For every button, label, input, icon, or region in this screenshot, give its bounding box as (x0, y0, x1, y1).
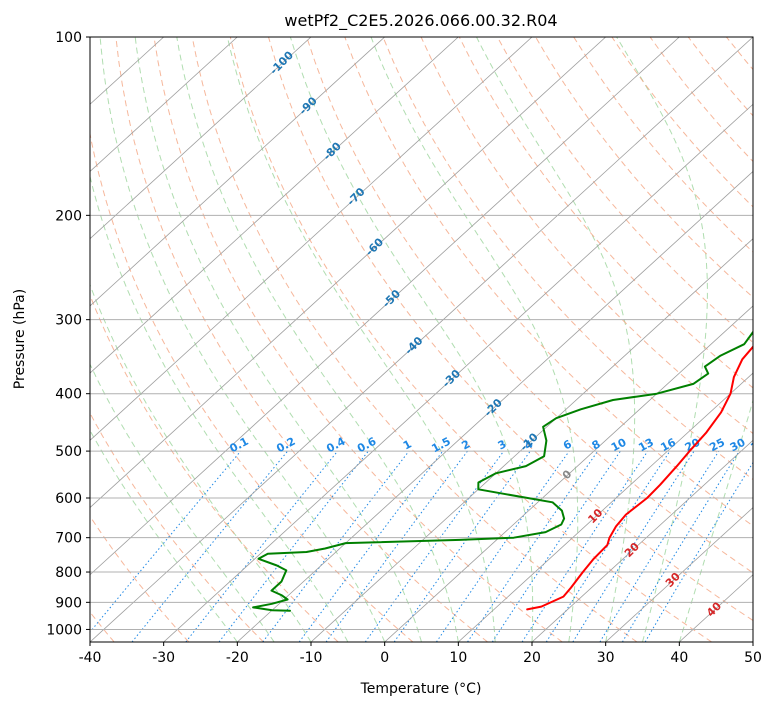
mixing-ratio-line (262, 450, 410, 642)
mixing-ratio-label: 30 (728, 436, 748, 455)
y-tick-label: 100 (55, 30, 82, 46)
isotherm (90, 37, 312, 240)
isotherm (384, 305, 753, 642)
x-tick-label: -10 (300, 650, 323, 666)
mixing-ratio-line (325, 450, 468, 642)
isotherm (605, 507, 753, 642)
mixing-ratio-line (491, 450, 621, 642)
isotherm (90, 37, 459, 374)
dry-adiabat (90, 131, 414, 642)
moist-adiabat (226, 37, 496, 642)
mixing-ratio-line (572, 450, 695, 642)
mixing-ratio-line (435, 450, 570, 642)
dry-adiabat (535, 37, 753, 298)
x-tick-label: 10 (449, 650, 467, 666)
x-tick-label: 0 (380, 650, 389, 666)
y-tick-label: 1000 (46, 622, 82, 638)
mixing-ratio-line (90, 450, 242, 633)
x-tick-label: -20 (226, 650, 249, 666)
moist-adiabat (616, 37, 708, 642)
isotherm (237, 170, 753, 642)
dry-adiabat (496, 37, 753, 344)
dry-adiabat (268, 37, 753, 622)
isotherm (90, 37, 533, 441)
moist-adiabat (370, 37, 579, 642)
x-tick-label: -40 (79, 650, 102, 666)
isotherm (90, 37, 606, 509)
mixing-ratio-line (298, 450, 444, 642)
dry-adiabat (90, 515, 190, 642)
mixing-ratio-line (545, 450, 671, 642)
dry-adiabat (382, 37, 753, 481)
mixing-ratio-label: 13 (636, 436, 656, 455)
mixing-ratio-label: 25 (707, 436, 727, 455)
chart-title: wetPf2_C2E5.2026.066.00.32.R04 (284, 11, 557, 31)
dry-adiabat (229, 37, 712, 642)
x-axis: -40 -30 -20 -10 0 10 20 30 40 50 (79, 642, 762, 666)
y-tick-label: 800 (55, 565, 82, 581)
moist-adiabat (289, 37, 534, 642)
mixing-ratio-line (131, 450, 288, 642)
dry-adiabat (90, 412, 264, 642)
isotherm (163, 103, 753, 642)
plot-area: 0.10.20.40.611.52346810131620253036-100-… (90, 37, 769, 642)
y-tick-label: 300 (55, 313, 82, 329)
x-tick-label: -30 (152, 650, 175, 666)
dry-adiabat (191, 37, 638, 642)
moist-adiabat (90, 429, 238, 642)
x-tick-label: 40 (670, 650, 688, 666)
mixing-ratio-label: 16 (658, 436, 678, 455)
y-tick-label: 700 (55, 531, 82, 547)
isotherm (90, 37, 238, 172)
dewpoint-profile-line (252, 330, 753, 612)
y-tick-label: 500 (55, 444, 82, 460)
moist-adiabat (99, 37, 386, 642)
isotherm (531, 439, 753, 642)
mixing-ratio-line (621, 450, 740, 642)
moist-adiabat (134, 37, 422, 642)
moist-adiabat (90, 363, 275, 642)
x-axis-title: Temperature (°C) (360, 681, 482, 697)
isotherm (458, 372, 753, 642)
y-tick-label: 600 (55, 491, 82, 507)
moist-adiabat (476, 37, 636, 642)
x-tick-label: 50 (744, 650, 762, 666)
mixing-ratio-line (185, 450, 338, 642)
y-tick-label: 400 (55, 387, 82, 403)
plot-frame (89, 36, 754, 643)
temperature-profile-line (526, 345, 753, 611)
isotherms (90, 37, 753, 642)
mixing-ratio-line (467, 450, 599, 642)
isotherm (90, 37, 385, 307)
mixing-ratio-label: 36 (749, 436, 769, 455)
isotherm (90, 37, 753, 642)
y-tick-label: 900 (55, 595, 82, 611)
moist-adiabat (678, 398, 753, 642)
dry-adiabat (115, 37, 488, 642)
dry-adiabat (306, 37, 753, 574)
y-axis: 100 200 300 400 500 600 700 800 900 1000 (46, 30, 90, 638)
y-axis-title: Pressure (hPa) (12, 289, 28, 389)
x-tick-label: 30 (597, 650, 615, 666)
dry-adiabat (153, 37, 563, 642)
mixing-ratio-label: 10 (609, 435, 629, 454)
mixing-ratio-label: 20 (683, 435, 703, 454)
mixing-ratio-line (364, 450, 505, 642)
isotherm (90, 37, 680, 576)
x-tick-label: 20 (523, 650, 541, 666)
y-tick-label: 200 (55, 208, 82, 224)
mixing-ratio-line (521, 450, 649, 642)
pressure-gridlines (90, 37, 753, 630)
moist-adiabat (90, 174, 349, 642)
profile-series (252, 330, 753, 612)
